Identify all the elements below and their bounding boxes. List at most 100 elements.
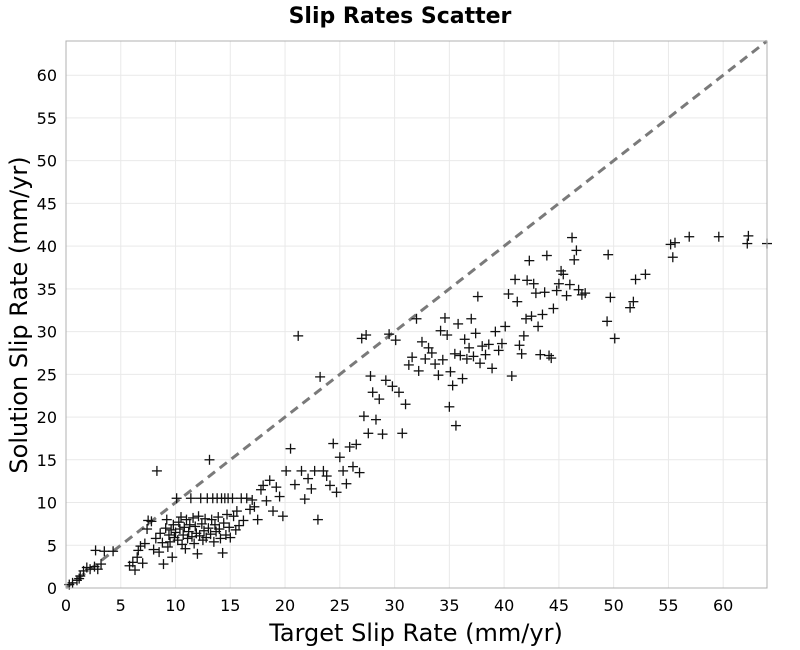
data-point bbox=[514, 340, 525, 351]
data-point bbox=[151, 465, 162, 476]
data-point bbox=[541, 250, 552, 261]
data-point bbox=[528, 278, 539, 289]
data-point bbox=[208, 536, 219, 547]
data-point bbox=[684, 231, 695, 242]
data-point bbox=[271, 482, 282, 493]
data-point bbox=[459, 334, 470, 345]
data-point bbox=[393, 387, 404, 398]
data-point bbox=[423, 342, 434, 353]
data-point bbox=[176, 512, 187, 523]
data-point bbox=[512, 296, 523, 307]
y-tick-label: 0 bbox=[47, 579, 57, 598]
y-axis-label: Solution Slip Rate (mm/yr) bbox=[5, 156, 33, 473]
data-point bbox=[445, 366, 456, 377]
data-point bbox=[146, 516, 157, 527]
data-point bbox=[137, 558, 148, 569]
data-point bbox=[192, 548, 203, 559]
data-point bbox=[544, 350, 555, 361]
data-point bbox=[312, 514, 323, 525]
data-point bbox=[433, 370, 444, 381]
data-point bbox=[231, 506, 242, 517]
data-point bbox=[496, 338, 507, 349]
data-point bbox=[222, 509, 233, 520]
data-point bbox=[165, 536, 176, 547]
data-point bbox=[324, 480, 335, 491]
y-tick-label: 50 bbox=[37, 152, 57, 171]
data-point bbox=[331, 487, 342, 498]
data-point bbox=[303, 473, 314, 484]
data-point bbox=[74, 573, 85, 584]
data-point bbox=[407, 352, 418, 363]
data-point bbox=[358, 411, 369, 422]
y-tick-label: 55 bbox=[37, 109, 57, 128]
data-point bbox=[493, 345, 504, 356]
data-point bbox=[338, 465, 349, 476]
data-point bbox=[139, 538, 150, 549]
data-point bbox=[315, 371, 326, 382]
data-point bbox=[215, 533, 226, 544]
y-tick-label: 45 bbox=[37, 194, 57, 213]
x-tick-label: 40 bbox=[494, 596, 514, 615]
x-tick-label: 55 bbox=[658, 596, 678, 615]
data-point bbox=[537, 309, 548, 320]
data-point bbox=[220, 530, 231, 541]
data-point bbox=[99, 546, 110, 557]
data-point bbox=[238, 515, 249, 526]
data-point bbox=[90, 545, 101, 556]
data-point bbox=[377, 429, 388, 440]
data-point bbox=[214, 524, 225, 535]
data-point bbox=[179, 522, 190, 533]
data-point bbox=[217, 547, 228, 558]
data-point bbox=[181, 514, 192, 525]
data-point bbox=[321, 471, 332, 482]
data-point bbox=[306, 483, 317, 494]
y-tick-label: 10 bbox=[37, 494, 57, 513]
data-point bbox=[416, 336, 427, 347]
data-point bbox=[188, 512, 199, 523]
data-point bbox=[490, 326, 501, 337]
data-point bbox=[96, 559, 107, 570]
data-point bbox=[155, 528, 166, 539]
data-point bbox=[535, 349, 546, 360]
data-point bbox=[234, 520, 245, 531]
data-point bbox=[500, 321, 511, 332]
data-point bbox=[510, 274, 521, 285]
data-point bbox=[252, 514, 263, 525]
y-axis-ticks: 0 5 10 15 20 25 30 35 40 45 50 55 60 bbox=[37, 66, 57, 598]
data-point bbox=[461, 353, 472, 364]
data-point bbox=[553, 278, 564, 289]
data-point bbox=[318, 465, 329, 476]
data-point bbox=[605, 292, 616, 303]
data-point bbox=[522, 275, 533, 286]
data-point bbox=[180, 543, 191, 554]
data-point bbox=[390, 335, 401, 346]
data-point bbox=[413, 365, 424, 376]
data-point bbox=[168, 519, 179, 530]
data-point bbox=[468, 351, 479, 362]
data-point bbox=[162, 541, 173, 552]
data-point bbox=[196, 518, 207, 529]
data-point bbox=[640, 269, 651, 280]
data-point bbox=[328, 438, 339, 449]
data-point bbox=[609, 333, 620, 344]
x-tick-label: 5 bbox=[116, 596, 126, 615]
data-point bbox=[387, 381, 398, 392]
data-point bbox=[667, 252, 678, 263]
data-point bbox=[602, 316, 613, 327]
data-point bbox=[743, 230, 754, 241]
data-point bbox=[245, 504, 256, 515]
x-tick-label: 10 bbox=[165, 596, 185, 615]
data-point bbox=[503, 288, 514, 299]
data-point bbox=[363, 428, 374, 439]
data-point bbox=[189, 538, 200, 549]
data-point bbox=[665, 239, 676, 250]
data-point bbox=[742, 238, 753, 249]
data-point bbox=[470, 328, 481, 339]
x-axis-label: Target Slip Rate (mm/yr) bbox=[268, 619, 563, 647]
data-point bbox=[158, 559, 169, 570]
data-point bbox=[713, 231, 724, 242]
data-point bbox=[567, 232, 578, 243]
data-point bbox=[475, 358, 486, 369]
data-point bbox=[268, 506, 279, 517]
data-point bbox=[573, 284, 584, 295]
